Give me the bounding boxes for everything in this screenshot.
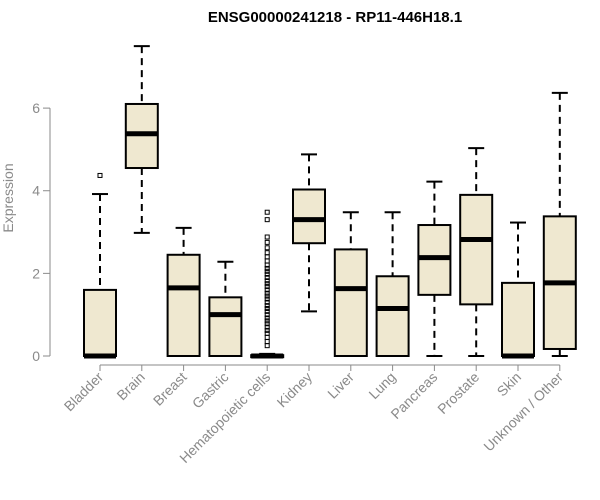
box-pancreas <box>418 182 450 356</box>
y-tick-label: 0 <box>32 348 40 364</box>
y-tick-label: 4 <box>32 183 40 199</box>
outlier-point <box>265 294 269 298</box>
outlier-point <box>265 218 269 222</box>
outlier-point <box>265 306 269 310</box>
box-breast <box>168 228 200 356</box>
y-axis: 0 2 4 6 <box>32 100 50 364</box>
outlier-point <box>265 319 269 323</box>
box-body <box>377 276 409 356</box>
chart-title: ENSG00000241218 - RP11-446H18.1 <box>208 9 462 26</box>
outlier-point <box>98 173 102 177</box>
outlier-point <box>265 259 269 263</box>
x-tick-label: Bladder <box>61 369 107 415</box>
box-kidney <box>293 154 325 311</box>
box-body <box>84 290 116 356</box>
box-body <box>335 249 367 356</box>
outlier-point <box>265 340 269 344</box>
box-gastric <box>209 262 241 356</box>
box-unknown-other <box>544 93 576 356</box>
outlier-point <box>265 282 269 286</box>
box-body <box>502 283 534 356</box>
y-tick-label: 6 <box>32 100 40 116</box>
box-hematopoietic-cells <box>251 210 283 357</box>
x-tick-label: Skin <box>494 369 525 400</box>
outlier-point <box>265 235 269 239</box>
outlier-point <box>265 269 269 273</box>
box-body <box>209 297 241 356</box>
chart-container: ENSG00000241218 - RP11-446H18.1 Expressi… <box>0 0 600 500</box>
x-tick-label: Prostate <box>434 369 482 417</box>
outlier-point <box>265 344 269 348</box>
boxes-group <box>84 46 576 357</box>
x-tick-label: Kidney <box>274 369 316 411</box>
x-tick-label: Liver <box>324 369 357 402</box>
box-skin <box>502 223 534 356</box>
x-tick-label: Breast <box>150 369 190 409</box>
x-tick-label: Brain <box>113 369 147 403</box>
outlier-point <box>265 255 269 259</box>
x-tick-label: Lung <box>365 369 398 402</box>
box-liver <box>335 212 367 356</box>
box-bladder <box>84 173 116 356</box>
outlier-point <box>265 331 269 335</box>
box-body <box>460 195 492 304</box>
y-tick-label: 2 <box>32 265 40 281</box>
outlier-point <box>265 246 269 250</box>
boxplot-chart: ENSG00000241218 - RP11-446H18.1 Expressi… <box>0 0 600 500</box>
box-lung <box>377 212 409 356</box>
box-body <box>293 189 325 243</box>
outlier-point <box>265 335 269 339</box>
outlier-point <box>265 210 269 214</box>
box-body <box>168 255 200 356</box>
x-tick-label: Unknown / Other <box>480 369 566 455</box>
y-axis-label: Expression <box>0 163 16 232</box>
outlier-point <box>265 251 269 255</box>
box-prostate <box>460 148 492 356</box>
box-brain <box>126 46 158 233</box>
outlier-point <box>265 240 269 244</box>
